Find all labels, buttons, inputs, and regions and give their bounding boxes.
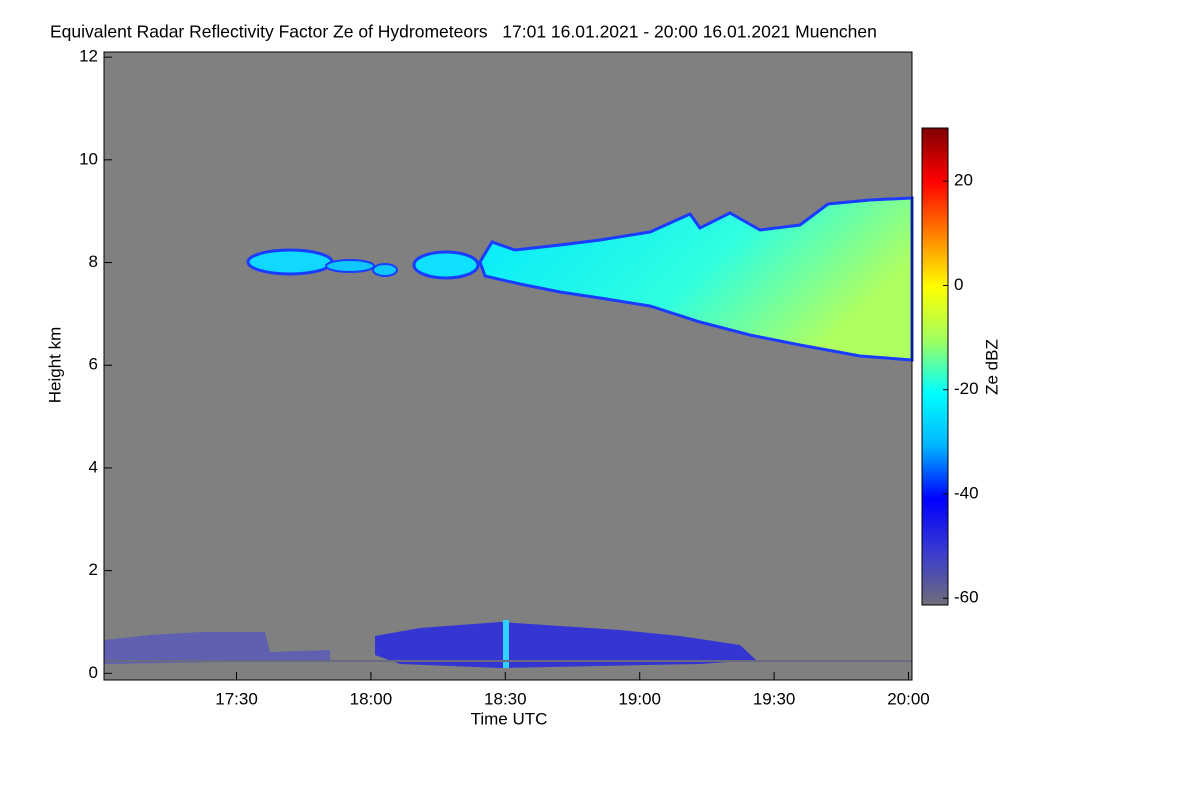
x-tick-label: 20:00 xyxy=(887,689,930,708)
y-tick-label: 0 xyxy=(89,663,98,682)
colorbar-tick-label: 20 xyxy=(954,171,973,190)
colorbar-tick-label: 0 xyxy=(954,275,963,294)
y-tick-label: 4 xyxy=(89,457,98,476)
colorbar-label: Ze dBZ xyxy=(982,339,1001,395)
x-axis-label: Time UTC xyxy=(471,709,548,728)
echo-region xyxy=(503,620,509,668)
y-tick-label: 12 xyxy=(79,47,98,66)
echo-region xyxy=(325,259,375,273)
echo-region xyxy=(478,196,914,362)
echo-region xyxy=(412,250,480,280)
x-tick-label: 17:30 xyxy=(215,689,258,708)
colorbar-tick-label: -60 xyxy=(954,588,979,607)
echo-region xyxy=(375,622,756,668)
y-tick-label: 6 xyxy=(89,355,98,374)
echo-region xyxy=(246,248,334,276)
y-tick-label: 8 xyxy=(89,252,98,271)
y-axis-label: Height km xyxy=(45,327,64,404)
chart-title: Equivalent Radar Reflectivity Factor Ze … xyxy=(50,22,877,42)
colorbar xyxy=(921,127,949,606)
y-tick-label: 10 xyxy=(79,149,98,168)
echo-region xyxy=(104,632,330,664)
plot-frame xyxy=(103,51,913,681)
x-tick-label: 18:30 xyxy=(484,689,527,708)
plot-background xyxy=(104,52,912,680)
y-tick-label: 2 xyxy=(89,560,98,579)
x-tick-label: 19:00 xyxy=(618,689,661,708)
echoes xyxy=(104,196,914,668)
x-tick-label: 18:00 xyxy=(350,689,393,708)
x-tick-label: 19:30 xyxy=(753,689,796,708)
colorbar-tick-label: -40 xyxy=(954,483,979,502)
colorbar-tick-label: -20 xyxy=(954,379,979,398)
echo-region xyxy=(372,263,398,277)
